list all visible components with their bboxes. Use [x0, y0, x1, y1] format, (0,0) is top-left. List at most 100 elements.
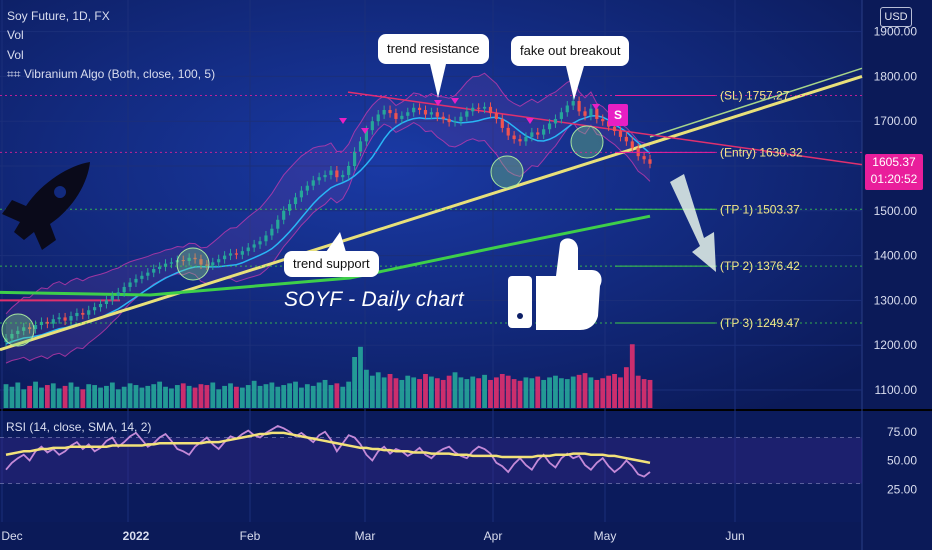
- currency-button[interactable]: USD: [880, 7, 912, 27]
- candle-body: [559, 112, 563, 119]
- volume-bar: [33, 381, 38, 408]
- candle-body: [601, 118, 605, 122]
- candle-body: [648, 159, 652, 164]
- volume-bar: [458, 377, 464, 408]
- symbol-title[interactable]: Soy Future, 1D, FX: [7, 9, 110, 23]
- candle-body: [482, 106, 487, 109]
- candle-body: [494, 113, 498, 119]
- volume-bar: [275, 386, 281, 408]
- volume-bar: [293, 381, 298, 408]
- sell-signal-badge[interactable]: S: [608, 104, 628, 126]
- trade-level-label[interactable]: (Entry) 1630.32: [720, 145, 803, 159]
- volume-bar: [121, 386, 127, 408]
- candle-body: [488, 106, 493, 114]
- volume-bar: [74, 386, 80, 408]
- volume-bar: [493, 377, 499, 408]
- candle-body: [252, 244, 256, 248]
- annotation-trend-resistance[interactable]: trend resistance: [378, 34, 489, 64]
- volume-bar: [204, 385, 210, 408]
- volume-bar: [464, 379, 470, 408]
- volume-bar: [198, 384, 204, 408]
- candle-body: [364, 130, 369, 142]
- candle-body: [282, 210, 286, 220]
- candle-body: [595, 108, 599, 119]
- candle-body: [530, 132, 534, 137]
- volume-bar: [44, 385, 50, 408]
- candle-body: [205, 264, 209, 266]
- support-trendline-extension: [649, 67, 863, 138]
- candle-body: [87, 310, 91, 315]
- sell-marker-icon: [434, 100, 442, 106]
- rsi-axis-label: 50.00: [887, 454, 917, 468]
- last-price-value: 1605.37: [872, 155, 916, 169]
- candle-body: [110, 295, 114, 301]
- candle-body: [240, 251, 244, 255]
- volume-bar: [582, 373, 588, 408]
- volume-bar: [482, 374, 487, 408]
- volume-bar: [517, 380, 523, 408]
- volume-legend-2[interactable]: Vol: [7, 48, 24, 62]
- bubble-pointer: [326, 232, 346, 252]
- candle-body: [412, 107, 416, 113]
- touch-point-circle: [176, 247, 210, 281]
- candle-body: [642, 156, 646, 160]
- annotation-trend-support[interactable]: trend support: [284, 251, 379, 277]
- volume-bar: [139, 387, 145, 408]
- volume-bar: [62, 385, 68, 408]
- volume-bar: [405, 375, 411, 408]
- trade-level-label[interactable]: (TP 1) 1503.37: [720, 202, 800, 216]
- price-pane-bg: [0, 0, 862, 410]
- volume-bar: [92, 385, 98, 408]
- candle-body: [169, 262, 174, 264]
- candle-body: [104, 300, 109, 304]
- volume-bar: [228, 383, 233, 408]
- candle-body: [453, 121, 457, 123]
- volume-bar: [86, 384, 92, 408]
- volume-bar: [328, 385, 334, 408]
- candle-body: [299, 190, 304, 198]
- rsi-legend[interactable]: RSI (14, close, SMA, 14, 2): [6, 420, 152, 434]
- bar-countdown: 01:20:52: [870, 172, 918, 186]
- volume-bar: [346, 381, 352, 408]
- candle-body: [63, 317, 67, 321]
- volume-legend-1[interactable]: Vol: [7, 28, 24, 42]
- candle-body: [217, 259, 221, 263]
- volume-bar: [423, 374, 428, 408]
- volume-bar: [505, 375, 511, 408]
- candle-body: [116, 292, 120, 296]
- thumbs-up-icon: [508, 276, 532, 328]
- volume-bar: [488, 379, 493, 408]
- candle-body: [258, 241, 262, 245]
- time-axis-label: May: [594, 529, 617, 543]
- volume-bar: [399, 379, 405, 408]
- volume-bar: [316, 382, 322, 408]
- candle-body: [22, 327, 26, 331]
- candle-body: [388, 110, 392, 114]
- annotation-fake-out-breakout[interactable]: fake out breakout: [511, 36, 630, 66]
- indicator-legend[interactable]: ⌗⌗ Vibranium Algo (Both, close, 100, 5): [7, 67, 216, 81]
- volume-bar: [192, 387, 198, 408]
- volume-bar: [15, 382, 21, 408]
- volume-bar: [151, 384, 157, 408]
- volume-bar: [304, 384, 310, 408]
- trade-level-label[interactable]: (TP 2) 1376.42: [720, 259, 800, 273]
- candle-body: [305, 185, 309, 191]
- volume-bar: [352, 357, 357, 408]
- trade-level-label[interactable]: (SL) 1757.27: [720, 89, 790, 103]
- volume-bar: [210, 382, 216, 408]
- moving-average-line: [5, 115, 651, 345]
- candle-body: [352, 151, 357, 166]
- volume-bar: [68, 382, 74, 408]
- volume-bar: [647, 379, 653, 408]
- candle-body: [16, 330, 20, 334]
- trade-level-label[interactable]: (TP 3) 1249.47: [720, 316, 800, 330]
- candle-body: [400, 115, 404, 119]
- volume-bar: [169, 388, 174, 408]
- candle-body: [518, 139, 522, 142]
- candle-body: [163, 263, 168, 267]
- volume-bar: [446, 375, 452, 408]
- volume-bar: [133, 385, 139, 408]
- price-axis-label: 1200.00: [874, 338, 918, 352]
- candle-body: [323, 174, 327, 178]
